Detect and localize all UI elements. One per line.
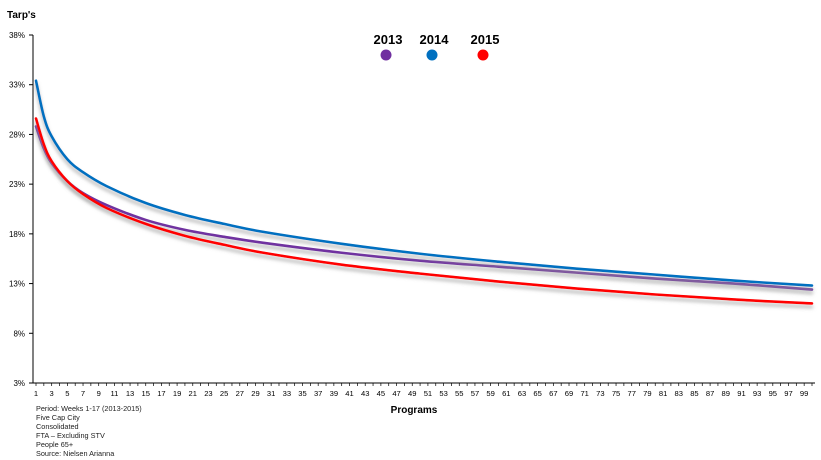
legend-label-2015: 2015 bbox=[471, 32, 500, 47]
x-tick-label: 45 bbox=[377, 389, 385, 398]
legend-marker-2015 bbox=[477, 49, 489, 61]
legend-marker-2014 bbox=[426, 49, 438, 61]
x-tick-label: 5 bbox=[65, 389, 69, 398]
y-tick-label: 38% bbox=[9, 31, 25, 40]
x-tick-label: 55 bbox=[455, 389, 463, 398]
y-tick-label: 3% bbox=[13, 379, 25, 388]
series-line-2014 bbox=[34, 79, 814, 287]
x-tick-label: 89 bbox=[722, 389, 730, 398]
x-tick-label: 17 bbox=[157, 389, 165, 398]
x-tick-label: 9 bbox=[97, 389, 101, 398]
x-tick-label: 13 bbox=[126, 389, 134, 398]
y-axis-title: Tarp's bbox=[7, 10, 36, 21]
footnote-demographic: People 65+ bbox=[36, 440, 74, 449]
footnote-market: Five Cap City bbox=[36, 413, 80, 422]
x-tick-label: 59 bbox=[486, 389, 494, 398]
x-tick-label: 95 bbox=[769, 389, 777, 398]
x-tick-label: 97 bbox=[784, 389, 792, 398]
x-tick-label: 43 bbox=[361, 389, 369, 398]
x-tick-label: 1 bbox=[34, 389, 38, 398]
x-tick-label: 25 bbox=[220, 389, 228, 398]
x-tick-label: 29 bbox=[251, 389, 259, 398]
x-tick-label: 39 bbox=[330, 389, 338, 398]
x-tick-label: 57 bbox=[471, 389, 479, 398]
footnote-consolidated: Consolidated bbox=[36, 422, 79, 431]
x-tick-label: 19 bbox=[173, 389, 181, 398]
y-tick-label: 23% bbox=[9, 180, 25, 189]
x-tick-label: 87 bbox=[706, 389, 714, 398]
x-tick-label: 75 bbox=[612, 389, 620, 398]
y-tick-label: 28% bbox=[9, 130, 25, 139]
legend-label-2014: 2014 bbox=[420, 32, 450, 47]
x-tick-label: 61 bbox=[502, 389, 510, 398]
series-lines bbox=[34, 79, 814, 305]
x-tick-label: 3 bbox=[50, 389, 54, 398]
footnote-source: Source: Nielsen Arianna bbox=[36, 449, 115, 458]
x-tick-label: 37 bbox=[314, 389, 322, 398]
x-tick-label: 51 bbox=[424, 389, 432, 398]
x-tick-label: 35 bbox=[298, 389, 306, 398]
footnote-fta: FTA – Excluding STV bbox=[36, 431, 105, 440]
x-tick-label: 15 bbox=[142, 389, 150, 398]
x-tick-label: 65 bbox=[533, 389, 541, 398]
y-tick-label: 18% bbox=[9, 230, 25, 239]
legend-label-2013: 2013 bbox=[374, 32, 403, 47]
x-tick-label: 77 bbox=[627, 389, 635, 398]
legend-marker-2013 bbox=[380, 49, 392, 61]
x-tick-label: 99 bbox=[800, 389, 808, 398]
x-tick-label: 11 bbox=[110, 389, 118, 398]
x-tick-label: 71 bbox=[580, 389, 588, 398]
x-tick-label: 93 bbox=[753, 389, 761, 398]
y-tick-label: 33% bbox=[9, 81, 25, 90]
x-tick-label: 73 bbox=[596, 389, 604, 398]
x-tick-label: 63 bbox=[518, 389, 526, 398]
x-tick-label: 21 bbox=[189, 389, 197, 398]
x-tick-label: 33 bbox=[283, 389, 291, 398]
x-tick-label: 67 bbox=[549, 389, 557, 398]
x-tick-label: 83 bbox=[675, 389, 683, 398]
legend: 2013 2014 2015 bbox=[374, 32, 500, 61]
x-axis: 1 3 5 7 9 11 13 15 17 19 21 23 25 27 29 31 33 35 37 39 41 43 4… bbox=[33, 382, 815, 398]
series-line-2015 bbox=[34, 117, 814, 305]
x-tick-label: 7 bbox=[81, 389, 85, 398]
series-line-2013 bbox=[34, 125, 814, 291]
x-tick-label: 47 bbox=[392, 389, 400, 398]
footnote-period: Period: Weeks 1-17 (2013-2015) bbox=[36, 404, 142, 413]
x-tick-label: 27 bbox=[236, 389, 244, 398]
x-tick-label: 81 bbox=[659, 389, 667, 398]
x-tick-label: 85 bbox=[690, 389, 698, 398]
x-tick-label: 31 bbox=[267, 389, 275, 398]
x-tick-label: 49 bbox=[408, 389, 416, 398]
y-axis: 3% 8% 13% 18% 23% 28% 33% 38% bbox=[9, 31, 34, 388]
x-tick-label: 41 bbox=[345, 389, 353, 398]
x-tick-label: 79 bbox=[643, 389, 651, 398]
x-tick-label: 23 bbox=[204, 389, 212, 398]
y-tick-label: 8% bbox=[13, 329, 25, 338]
footnotes: Period: Weeks 1-17 (2013-2015) Five Cap … bbox=[36, 404, 142, 458]
x-tick-label: 91 bbox=[737, 389, 745, 398]
x-axis-title: Programs bbox=[391, 405, 438, 416]
y-tick-label: 13% bbox=[9, 280, 25, 289]
x-tick-label: 53 bbox=[439, 389, 447, 398]
x-tick-label: 69 bbox=[565, 389, 573, 398]
